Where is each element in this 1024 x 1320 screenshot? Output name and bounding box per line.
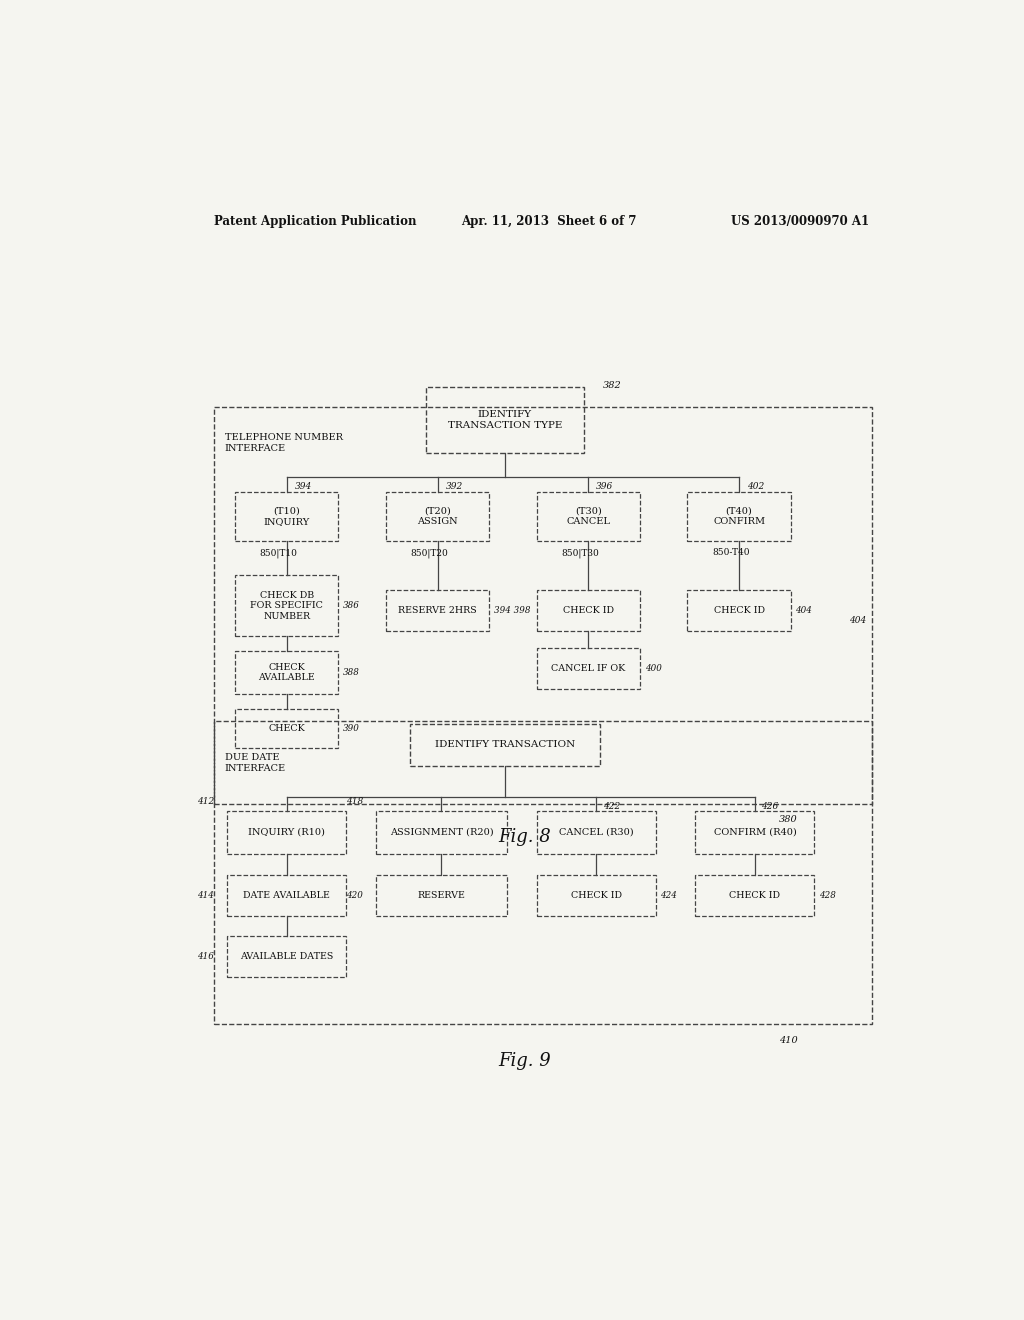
Text: 850|T30: 850|T30 <box>561 548 599 557</box>
Text: 414: 414 <box>197 891 214 900</box>
Text: 424: 424 <box>660 891 678 900</box>
Bar <box>376 875 507 916</box>
Text: 850|T10: 850|T10 <box>260 548 298 557</box>
Text: 422: 422 <box>602 803 620 812</box>
Text: (T20)
ASSIGN: (T20) ASSIGN <box>417 507 458 525</box>
Bar <box>214 408 872 804</box>
Bar <box>236 492 338 541</box>
Text: CHECK ID: CHECK ID <box>729 891 780 900</box>
Text: Fig. 8: Fig. 8 <box>499 829 551 846</box>
Bar <box>236 709 338 748</box>
Text: CHECK DB
FOR SPECIFIC
NUMBER: CHECK DB FOR SPECIFIC NUMBER <box>250 591 324 620</box>
Text: RESERVE 2HRS: RESERVE 2HRS <box>398 606 477 615</box>
Bar <box>227 936 346 977</box>
Text: CHECK ID: CHECK ID <box>570 891 622 900</box>
Text: 426: 426 <box>761 803 778 812</box>
Bar <box>695 875 814 916</box>
Text: DUE DATE
INTERFACE: DUE DATE INTERFACE <box>225 754 286 772</box>
Text: Fig. 9: Fig. 9 <box>499 1052 551 1071</box>
Bar <box>537 810 655 854</box>
Text: INQUIRY (R10): INQUIRY (R10) <box>248 828 326 837</box>
Bar <box>426 387 585 453</box>
Text: 394 398: 394 398 <box>494 606 530 615</box>
Bar <box>537 590 640 631</box>
Bar <box>537 492 640 541</box>
Bar <box>687 492 791 541</box>
Text: 416: 416 <box>197 952 214 961</box>
Text: 412: 412 <box>197 797 214 807</box>
Text: CHECK ID: CHECK ID <box>714 606 765 615</box>
Text: (T30)
CANCEL: (T30) CANCEL <box>566 507 610 525</box>
Text: CHECK ID: CHECK ID <box>563 606 613 615</box>
Bar <box>687 590 791 631</box>
Text: IDENTIFY
TRANSACTION TYPE: IDENTIFY TRANSACTION TYPE <box>447 411 562 430</box>
Text: 392: 392 <box>445 482 463 491</box>
Text: ASSIGNMENT (R20): ASSIGNMENT (R20) <box>390 828 494 837</box>
Text: TELEPHONE NUMBER
INTERFACE: TELEPHONE NUMBER INTERFACE <box>225 433 343 453</box>
Text: 382: 382 <box>602 380 622 389</box>
Text: 418: 418 <box>346 797 364 807</box>
Text: 388: 388 <box>343 668 360 677</box>
Text: 396: 396 <box>596 482 613 491</box>
Bar <box>227 875 346 916</box>
Text: CHECK: CHECK <box>268 725 305 733</box>
Bar <box>386 492 489 541</box>
Bar <box>214 722 872 1024</box>
Text: 428: 428 <box>819 891 837 900</box>
Text: 404: 404 <box>796 606 812 615</box>
Bar <box>410 723 600 766</box>
Text: 386: 386 <box>343 601 360 610</box>
Text: CANCEL IF OK: CANCEL IF OK <box>551 664 626 673</box>
Bar <box>537 648 640 689</box>
Text: 420: 420 <box>346 891 362 900</box>
Text: Apr. 11, 2013  Sheet 6 of 7: Apr. 11, 2013 Sheet 6 of 7 <box>461 215 637 228</box>
Text: US 2013/0090970 A1: US 2013/0090970 A1 <box>731 215 869 228</box>
Text: 394: 394 <box>295 482 312 491</box>
Text: 850-T40: 850-T40 <box>713 548 750 557</box>
Text: DATE AVAILABLE: DATE AVAILABLE <box>244 891 330 900</box>
Bar <box>386 590 489 631</box>
Text: 380: 380 <box>778 814 798 824</box>
Text: (T40)
CONFIRM: (T40) CONFIRM <box>713 507 765 525</box>
Bar <box>695 810 814 854</box>
Text: CANCEL (R30): CANCEL (R30) <box>559 828 634 837</box>
Text: AVAILABLE DATES: AVAILABLE DATES <box>240 952 334 961</box>
Text: RESERVE: RESERVE <box>418 891 466 900</box>
Bar <box>236 576 338 636</box>
Bar <box>376 810 507 854</box>
Text: 404: 404 <box>849 616 866 626</box>
Text: 402: 402 <box>748 482 764 491</box>
Bar <box>227 810 346 854</box>
Text: Patent Application Publication: Patent Application Publication <box>214 215 416 228</box>
Bar <box>537 875 655 916</box>
Bar <box>236 651 338 694</box>
Text: (T10)
INQUIRY: (T10) INQUIRY <box>263 507 310 525</box>
Text: 410: 410 <box>778 1036 798 1045</box>
Text: 390: 390 <box>343 725 360 733</box>
Text: CONFIRM (R40): CONFIRM (R40) <box>714 828 797 837</box>
Text: IDENTIFY TRANSACTION: IDENTIFY TRANSACTION <box>435 741 575 750</box>
Text: 850|T20: 850|T20 <box>411 548 449 557</box>
Text: 400: 400 <box>645 664 662 673</box>
Text: CHECK
AVAILABLE: CHECK AVAILABLE <box>258 663 315 682</box>
